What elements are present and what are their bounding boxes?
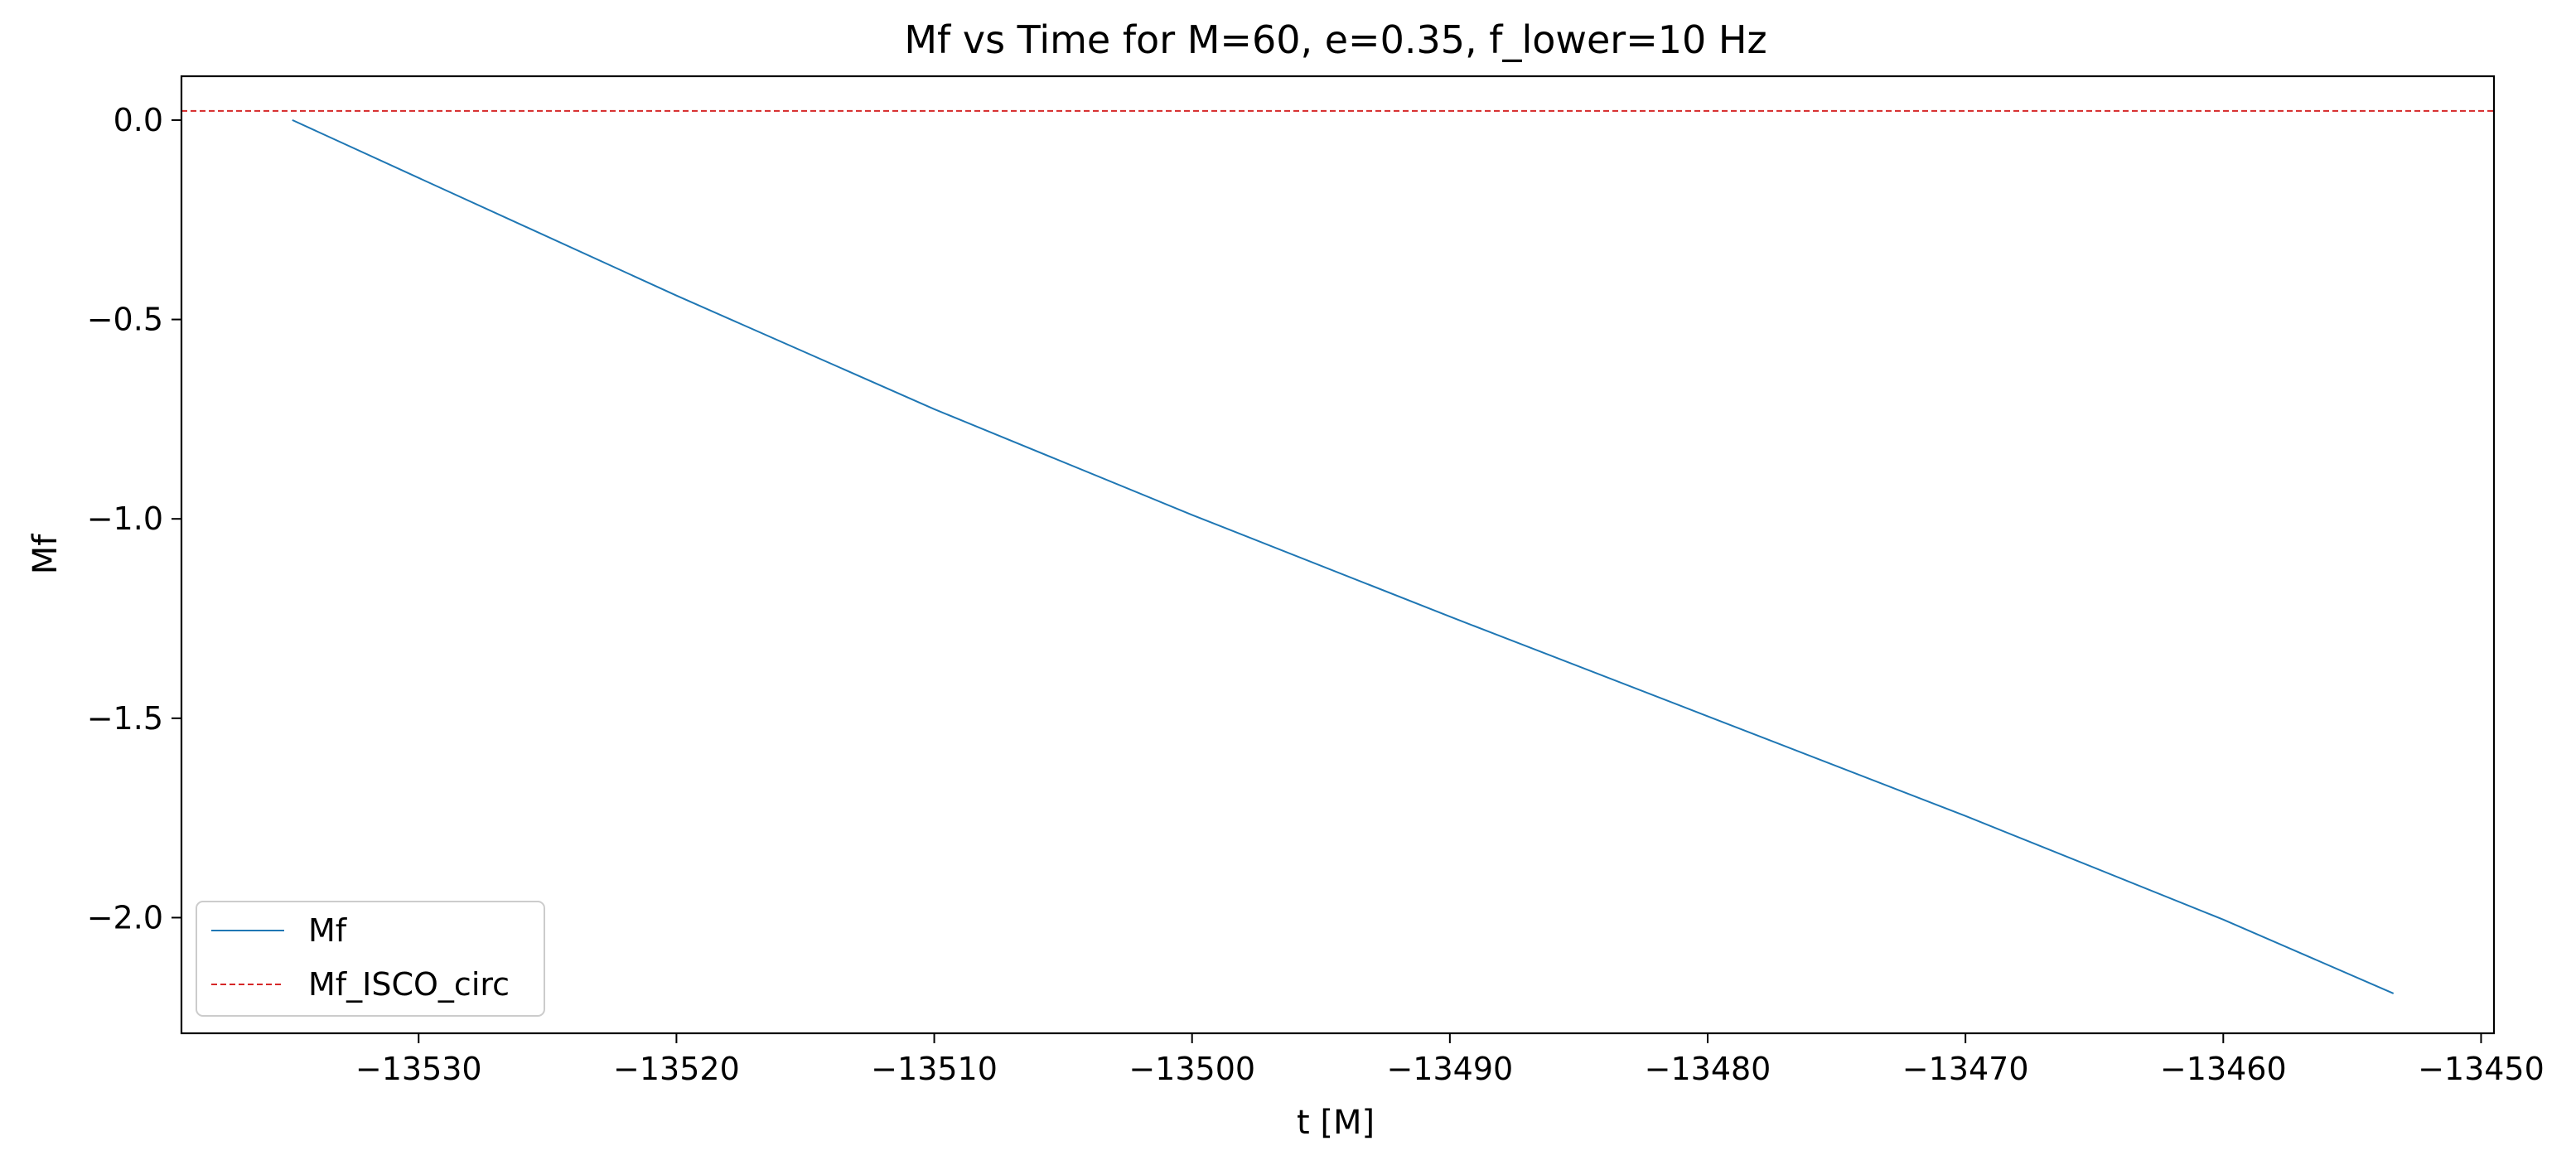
y-axis-ticks: 0.0 −0.5 −1.0 −1.5 −2.0 [87,102,181,936]
x-tick-label: −13470 [1902,1051,2029,1087]
x-tick-label: −13460 [2160,1051,2287,1087]
y-axis-label: Mf [27,534,65,575]
legend: Mf Mf_ISCO_circ [196,901,545,1017]
x-tick-label: −13490 [1386,1051,1513,1087]
x-tick-label: −13450 [2418,1051,2545,1087]
y-tick-label: 0.0 [114,102,163,138]
x-axis-ticks: −13530 −13520 −13510 −13500 −13490 −13480 −134… [355,1033,2545,1087]
y-tick-label: −1.0 [87,500,163,537]
plot-marks [181,109,2494,994]
y-tick-label: −0.5 [87,302,163,338]
series-line-mf [292,118,2395,994]
plot-area-frame [180,75,2496,1035]
legend-label-mf: Mf [308,912,348,949]
legend-label-mf-isco-circ: Mf_ISCO_circ [308,966,510,1003]
chart-title: Mf vs Time for M=60, e=0.35, f_lower=10 … [904,17,1766,62]
x-tick-label: −13480 [1645,1051,1771,1087]
x-tick-label: −13520 [613,1051,740,1087]
x-tick-label: −13510 [871,1051,998,1087]
y-tick-label: −2.0 [87,899,163,936]
x-axis-label: t [M] [1297,1104,1375,1142]
x-tick-label: −13530 [355,1051,482,1087]
x-tick-label: −13500 [1129,1051,1255,1087]
y-tick-label: −1.5 [87,700,163,737]
